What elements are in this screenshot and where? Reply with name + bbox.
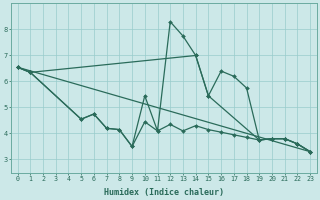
X-axis label: Humidex (Indice chaleur): Humidex (Indice chaleur) <box>104 188 224 197</box>
